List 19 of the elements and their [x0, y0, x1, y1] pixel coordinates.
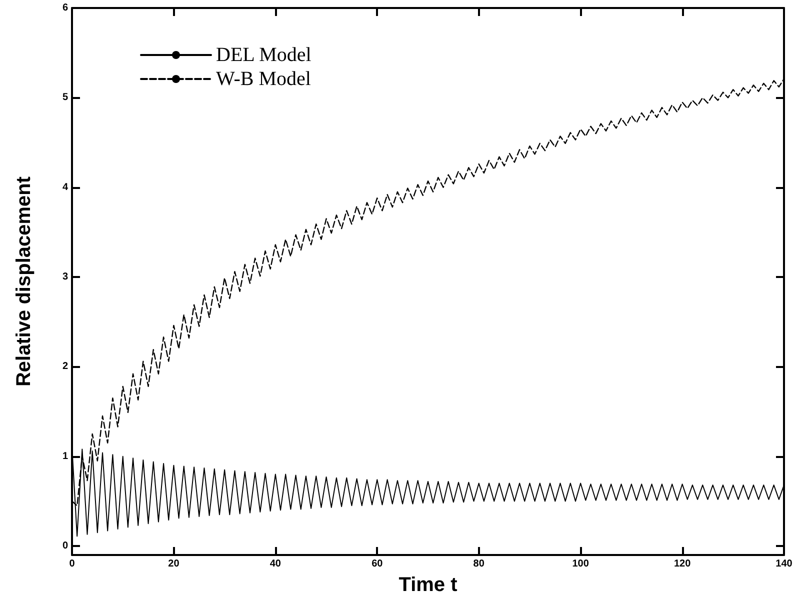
x-tick-label: 80 [473, 558, 485, 570]
y-tick-label: 2 [62, 361, 68, 372]
x-tick-label: 100 [572, 558, 590, 570]
y-tick-label: 1 [62, 450, 68, 462]
x-tick-label: 120 [674, 558, 692, 570]
y-tick-label: 0 [62, 540, 68, 552]
x-tick-label: 40 [270, 558, 282, 570]
x-tick-label: 0 [69, 558, 76, 570]
legend-label: DEL Model [216, 44, 312, 66]
x-tick-label: 20 [168, 558, 180, 570]
y-axis-title: Relative displacement [13, 176, 35, 387]
y-tick-label: 4 [62, 182, 68, 193]
x-tick-label: 140 [776, 558, 793, 570]
y-tick-label: 3 [62, 272, 68, 283]
y-tick-label: 5 [62, 92, 68, 104]
x-axis-title: Time t [398, 574, 458, 596]
x-tick-label: 60 [372, 558, 384, 570]
legend-label: W-B Model [216, 68, 312, 90]
y-tick-label: 6 [62, 2, 68, 14]
